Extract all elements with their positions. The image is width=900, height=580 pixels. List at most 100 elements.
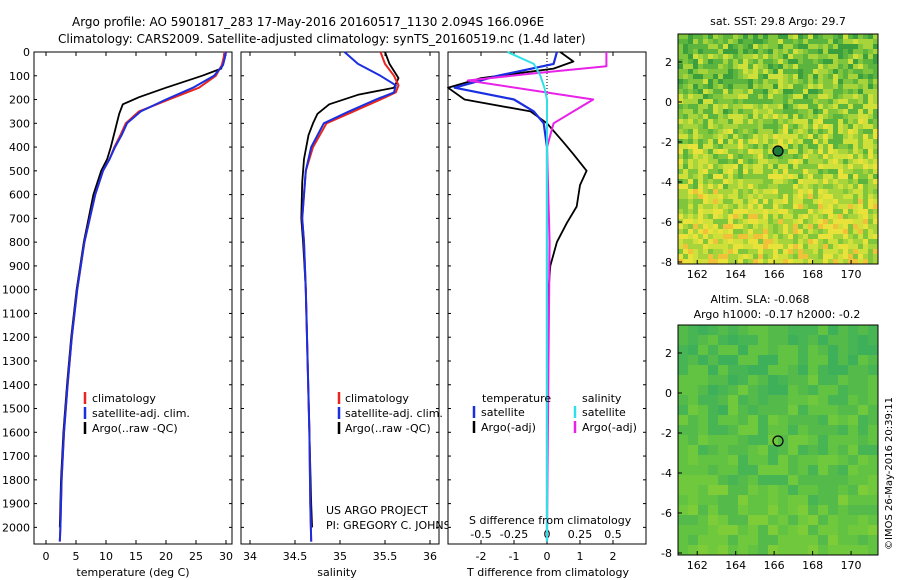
sst-cell	[793, 159, 798, 164]
sst-cell	[778, 84, 783, 89]
sst-cell	[763, 34, 768, 39]
sla-cell	[828, 465, 838, 475]
sla-cell	[818, 535, 828, 545]
sst-cell	[778, 69, 783, 74]
sst-cell	[788, 129, 793, 134]
sst-cell	[858, 149, 863, 154]
sst-cell	[738, 69, 743, 74]
sst-cell	[698, 119, 703, 124]
sla-cell	[858, 425, 868, 435]
sla-cell	[868, 455, 878, 465]
sla-cell	[778, 445, 788, 455]
sla-cell	[788, 525, 798, 535]
sst-cell	[743, 149, 748, 154]
sla-cell	[678, 325, 688, 335]
sst-cell	[743, 229, 748, 234]
sst-cell	[868, 219, 873, 224]
sst-cell	[833, 49, 838, 54]
sst-cell	[763, 139, 768, 144]
sst-cell	[823, 229, 828, 234]
sst-cell	[703, 239, 708, 244]
sst-cell	[838, 204, 843, 209]
sst-cell	[773, 259, 778, 264]
sst-cell	[763, 94, 768, 99]
sst-cell	[853, 184, 858, 189]
sst-cell	[833, 154, 838, 159]
sst-cell	[713, 259, 718, 264]
sst-cell	[803, 124, 808, 129]
sst-cell	[683, 184, 688, 189]
map-y-tick-label: 2	[665, 347, 672, 360]
sst-cell	[843, 144, 848, 149]
sst-cell	[858, 234, 863, 239]
sst-cell	[788, 84, 793, 89]
sst-cell	[708, 109, 713, 114]
sst-cell	[868, 84, 873, 89]
sst-cell	[708, 49, 713, 54]
sst-cell	[843, 49, 848, 54]
sla-cell	[718, 355, 728, 365]
sst-cell	[718, 154, 723, 159]
sla-cell	[798, 385, 808, 395]
sst-cell	[843, 229, 848, 234]
sla-cell	[788, 375, 798, 385]
sst-cell	[803, 59, 808, 64]
sla-cell	[778, 345, 788, 355]
sla-cell	[858, 495, 868, 505]
sst-cell	[773, 239, 778, 244]
sst-cell	[863, 154, 868, 159]
sst-cell	[683, 89, 688, 94]
sst-cell	[753, 214, 758, 219]
sst-cell	[783, 189, 788, 194]
sst-cell	[758, 74, 763, 79]
sst-cell	[778, 49, 783, 54]
sst-cell	[773, 219, 778, 224]
sst-cell	[843, 59, 848, 64]
sst-cell	[853, 224, 858, 229]
sst-cell	[803, 134, 808, 139]
sst-cell	[778, 199, 783, 204]
sst-cell	[753, 119, 758, 124]
sst-cell	[738, 134, 743, 139]
sst-cell	[753, 139, 758, 144]
sst-cell	[723, 164, 728, 169]
sst-cell	[738, 174, 743, 179]
sst-cell	[738, 159, 743, 164]
sla-cell	[818, 345, 828, 355]
sla-cell	[868, 525, 878, 535]
sst-cell	[803, 189, 808, 194]
sst-cell	[758, 94, 763, 99]
sst-cell	[873, 204, 878, 209]
sst-cell	[728, 54, 733, 59]
sst-cell	[718, 89, 723, 94]
sst-cell	[718, 114, 723, 119]
sst-cell	[713, 164, 718, 169]
sla-cell	[778, 505, 788, 515]
sst-cell	[778, 234, 783, 239]
sst-cell	[868, 144, 873, 149]
sst-cell	[863, 174, 868, 179]
sst-cell	[683, 244, 688, 249]
sst-cell	[728, 249, 733, 254]
sst-cell	[718, 104, 723, 109]
sst-cell	[848, 69, 853, 74]
sst-cell	[798, 249, 803, 254]
sst-cell	[788, 134, 793, 139]
sst-cell	[803, 209, 808, 214]
sla-cell	[808, 385, 818, 395]
sst-cell	[863, 54, 868, 59]
sst-cell	[788, 194, 793, 199]
sst-cell	[733, 69, 738, 74]
sla-cell	[838, 545, 848, 555]
sst-cell	[803, 159, 808, 164]
sst-cell	[818, 44, 823, 49]
legend-sargo-label: Argo(-adj)	[582, 421, 637, 434]
sst-cell	[748, 59, 753, 64]
sla-cell	[678, 495, 688, 505]
sst-cell	[728, 134, 733, 139]
sst-cell	[853, 99, 858, 104]
sst-cell	[793, 64, 798, 69]
sst-cell	[738, 219, 743, 224]
sst-cell	[793, 74, 798, 79]
sst-cell	[838, 64, 843, 69]
